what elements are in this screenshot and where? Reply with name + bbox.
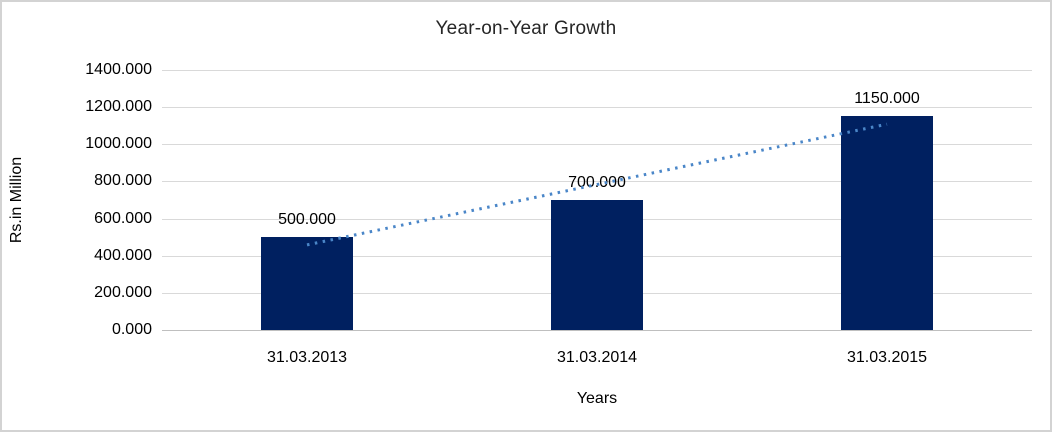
bar-31.03.2015 [841, 116, 933, 330]
y-tick-label: 400.000 [94, 246, 152, 264]
trendline [306, 122, 888, 247]
x-tick-label: 31.03.2015 [846, 349, 928, 366]
data-label: 1150.000 [854, 90, 920, 108]
y-tick-label: 1000.000 [85, 135, 152, 153]
x-tick-label: 31.03.2014 [556, 349, 638, 366]
y-tick-label: 800.000 [94, 172, 152, 190]
plot-area: 500.000 700.000 1150.000 [162, 70, 1032, 331]
y-tick-label: 200.000 [94, 283, 152, 301]
gridline [162, 144, 1032, 146]
gridline [162, 70, 1032, 71]
x-axis-title: Years [576, 390, 618, 407]
bar-31.03.2013 [261, 237, 353, 330]
x-tick-label: 31.03.2013 [266, 349, 348, 366]
y-tick-label: 1400.000 [85, 61, 152, 78]
data-label: 500.000 [278, 211, 336, 229]
chart-title: Year-on-Year Growth [435, 18, 617, 39]
gridline [162, 330, 1032, 331]
y-axis-title: Rs.in Million [8, 156, 25, 244]
gridline [162, 107, 1032, 109]
gridline [162, 181, 1032, 183]
y-tick-label: 1200.000 [85, 98, 152, 116]
bar-31.03.2014 [551, 200, 643, 330]
y-tick-label: 600.000 [94, 209, 152, 227]
y-tick-label: 0.000 [111, 321, 152, 338]
